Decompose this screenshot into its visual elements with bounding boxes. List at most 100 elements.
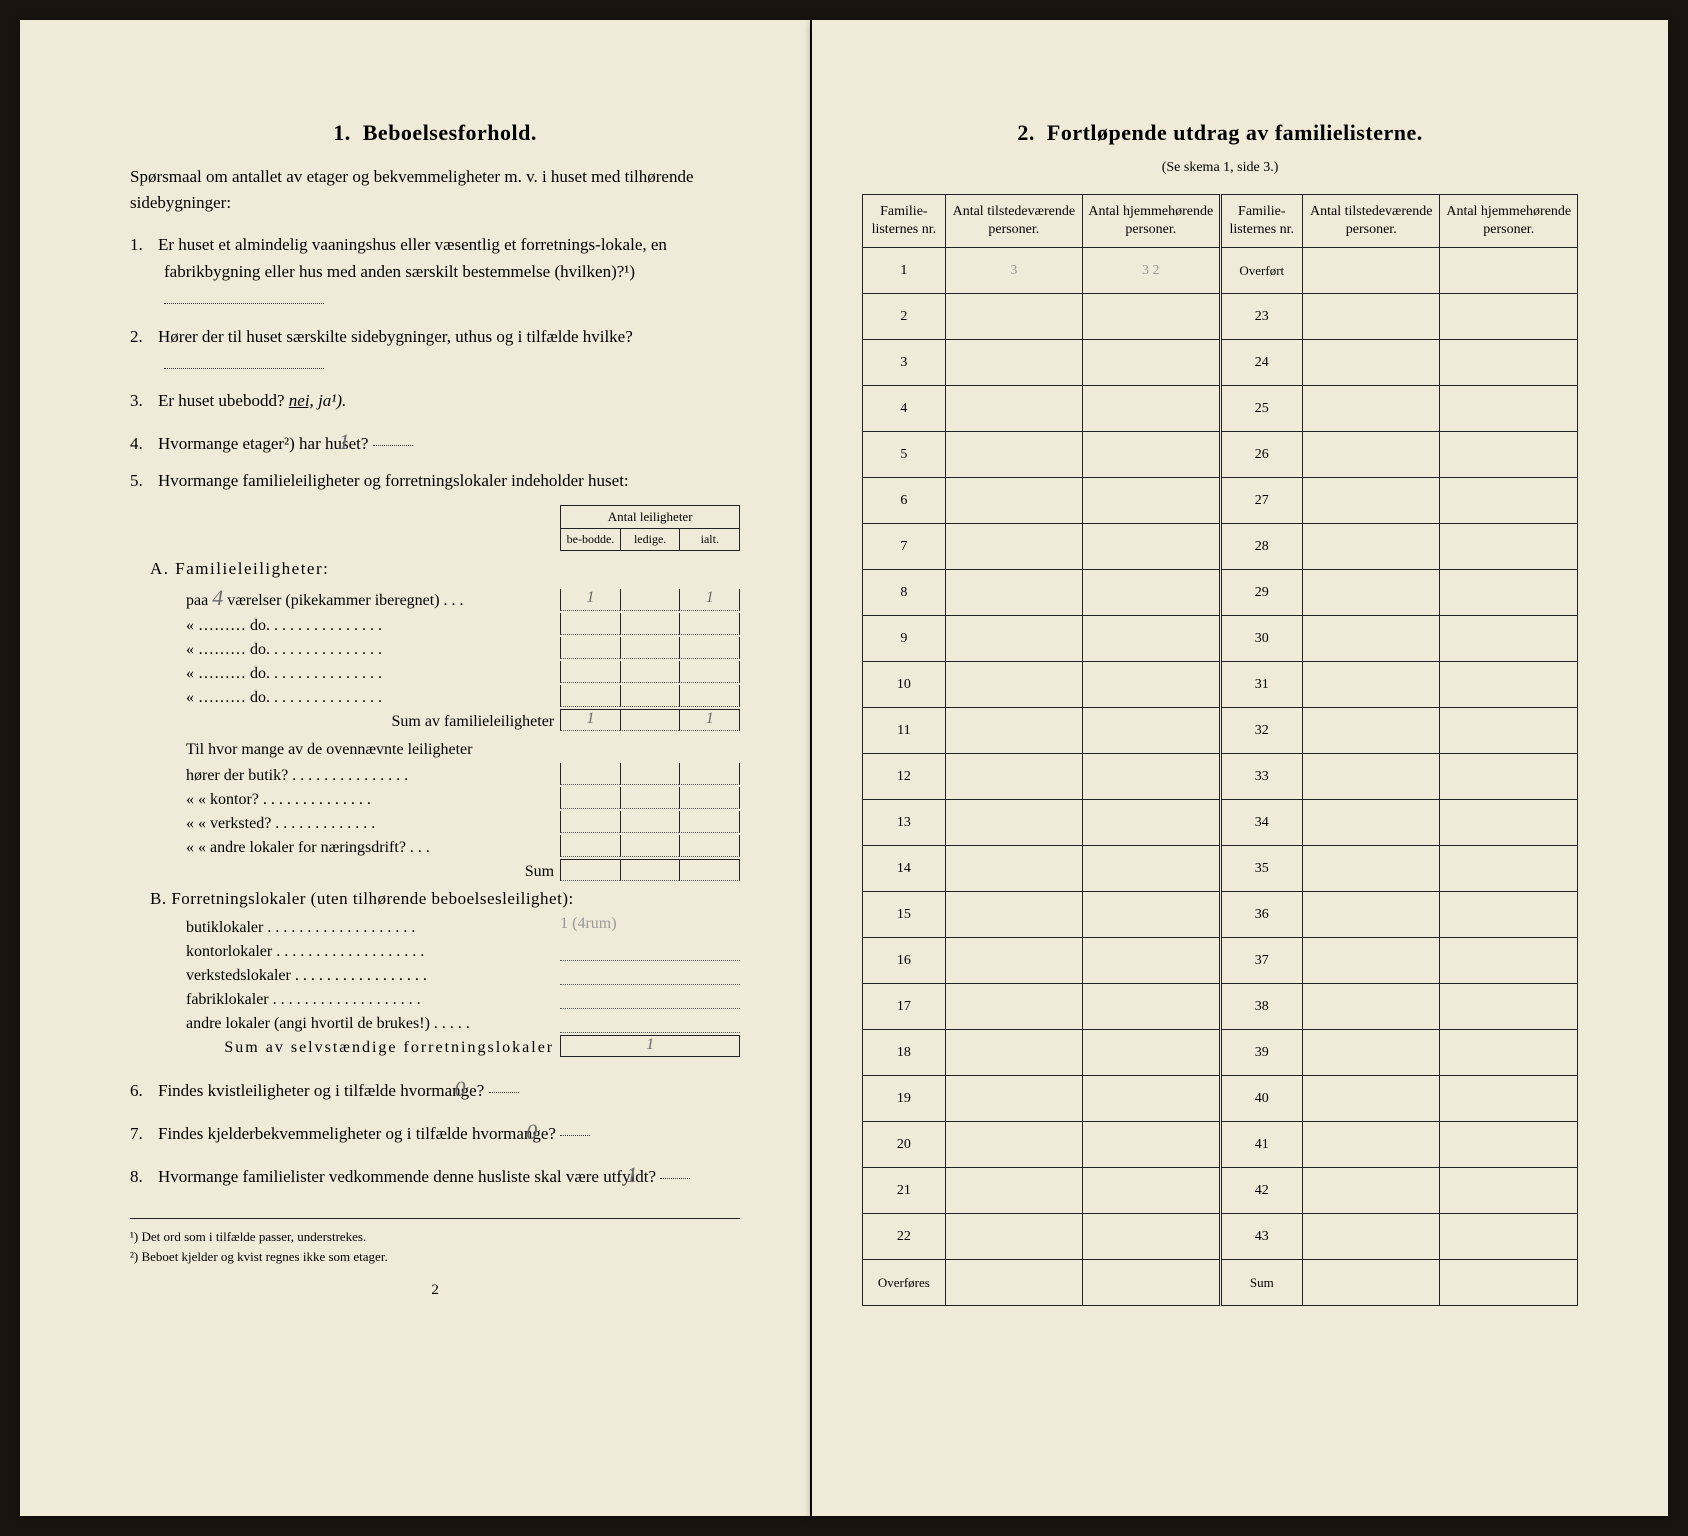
table-row: 223: [863, 294, 1578, 340]
table-cell: [945, 846, 1082, 892]
table-cell: [1083, 1168, 1220, 1214]
table-row: 1233: [863, 754, 1578, 800]
table-cell: [1303, 984, 1440, 1030]
q1: 1.Er huset et almindelig vaaningshus ell…: [130, 231, 740, 313]
table-cell: 11: [863, 708, 945, 754]
A-sub4: « « andre lokaler for næringsdrift? . . …: [130, 835, 740, 857]
table-cell: 9: [863, 616, 945, 662]
table-cell: [1083, 846, 1220, 892]
table-cell: [1440, 1168, 1578, 1214]
table-cell: 6: [863, 478, 945, 524]
A-sub-sum: Sum: [130, 859, 740, 881]
table-cell: [945, 892, 1082, 938]
section-A-label: A. Familieleiligheter:: [150, 559, 740, 579]
table-cell: 26: [1220, 432, 1302, 478]
table-row: 8 29: [863, 570, 1578, 616]
table-cell: 29: [1220, 570, 1302, 616]
q8: 8.Hvormange familielister vedkommende de…: [130, 1157, 740, 1190]
table-cell: 34: [1220, 800, 1302, 846]
A-sub2: « « kontor? . . . . . . . . . . . . . .: [130, 787, 740, 809]
table-row: 1132: [863, 708, 1578, 754]
table-cell: [945, 432, 1082, 478]
table-cell: [1440, 708, 1578, 754]
table-cell: 12: [863, 754, 945, 800]
table-cell: [945, 1214, 1082, 1260]
table-cell: 3: [863, 340, 945, 386]
B-sum: Sum av selvstændige forretningslokaler 1: [130, 1035, 740, 1057]
table-cell: [1303, 892, 1440, 938]
table-cell: [1303, 524, 1440, 570]
table-cell: [1303, 248, 1440, 294]
B-row1: butiklokaler . . . . . . . . . . . . . .…: [130, 915, 740, 937]
question-list-2: 6.Findes kvistleiligheter og i tilfælde …: [130, 1071, 740, 1191]
A-row1: paa 4 værelser (pikekammer iberegnet) . …: [130, 585, 740, 611]
q2: 2.Hører der til huset særskilte sidebygn…: [130, 323, 740, 377]
table-cell: [1083, 1260, 1220, 1306]
table-cell: [1440, 754, 1578, 800]
table-cell: [945, 1030, 1082, 1076]
table-cell: [1303, 1076, 1440, 1122]
table-cell: [1440, 1122, 1578, 1168]
table-row: 13 34: [863, 800, 1578, 846]
table-cell: 13: [863, 800, 945, 846]
family-table: Familie-listernes nr. Antal tilstedevære…: [862, 194, 1578, 1306]
table-cell: [1440, 478, 1578, 524]
table-cell: [1440, 294, 1578, 340]
table-cell: 2: [863, 294, 945, 340]
table-cell: [1083, 662, 1220, 708]
col-ialt: ialt.: [680, 529, 739, 550]
th-tilstede-2: Antal tilstedeværende personer.: [1303, 195, 1440, 248]
table-cell: [945, 1168, 1082, 1214]
table-cell: [1440, 386, 1578, 432]
table-cell: 20: [863, 1122, 945, 1168]
table-cell: [1303, 616, 1440, 662]
table-cell: 22: [863, 1214, 945, 1260]
page-number: 2: [130, 1282, 740, 1299]
table-row: 1031: [863, 662, 1578, 708]
table-row: 1738: [863, 984, 1578, 1030]
table-cell: [945, 1076, 1082, 1122]
right-page: 2. Fortløpende utdrag av familielisterne…: [812, 20, 1668, 1516]
A-row-do4: « ……… do. . . . . . . . . . . . . . .: [130, 685, 740, 707]
table-cell: 7: [863, 524, 945, 570]
table-cell: Overføres: [863, 1260, 945, 1306]
table-cell: [1083, 570, 1220, 616]
table-cell: [945, 800, 1082, 846]
table-cell: 42: [1220, 1168, 1302, 1214]
table-row: 526: [863, 432, 1578, 478]
table-cell: [1083, 754, 1220, 800]
right-subtitle: (Se skema 1, side 3.): [862, 160, 1578, 176]
table-cell: [1303, 662, 1440, 708]
table-cell: 35: [1220, 846, 1302, 892]
table-row: 1536: [863, 892, 1578, 938]
table-cell: [945, 294, 1082, 340]
table-cell: 15: [863, 892, 945, 938]
table-cell: 31: [1220, 662, 1302, 708]
col-ledige: ledige.: [621, 529, 681, 550]
table-cell: Sum: [1220, 1260, 1302, 1306]
table-cell: [1440, 524, 1578, 570]
table-cell: [1440, 616, 1578, 662]
table-cell: [1303, 570, 1440, 616]
table-cell: [1440, 432, 1578, 478]
table-cell: [945, 524, 1082, 570]
th-nr-1: Familie-listernes nr.: [863, 195, 945, 248]
table-cell: [945, 386, 1082, 432]
table-cell: 8: [863, 570, 945, 616]
table-cell: [1303, 386, 1440, 432]
table-cell: [1083, 1122, 1220, 1168]
left-page: 1. Beboelsesforhold. Spørsmaal om antall…: [20, 20, 810, 1516]
table-cell: [1083, 616, 1220, 662]
table-cell: [945, 754, 1082, 800]
th-hjemme-1: Antal hjemmehørende personer.: [1083, 195, 1220, 248]
table-cell: [1083, 800, 1220, 846]
table-cell: [1440, 984, 1578, 1030]
fn1: ¹) Det ord som i tilfælde passer, unders…: [130, 1227, 740, 1247]
A-row-do: « ……… do. . . . . . . . . . . . . . .: [130, 613, 740, 635]
table-row: 930: [863, 616, 1578, 662]
table-cell: [1440, 938, 1578, 984]
page-spread: 1. Beboelsesforhold. Spørsmaal om antall…: [20, 20, 1668, 1516]
table-cell: [1303, 1168, 1440, 1214]
table-cell: [1303, 800, 1440, 846]
table-cell: [945, 708, 1082, 754]
